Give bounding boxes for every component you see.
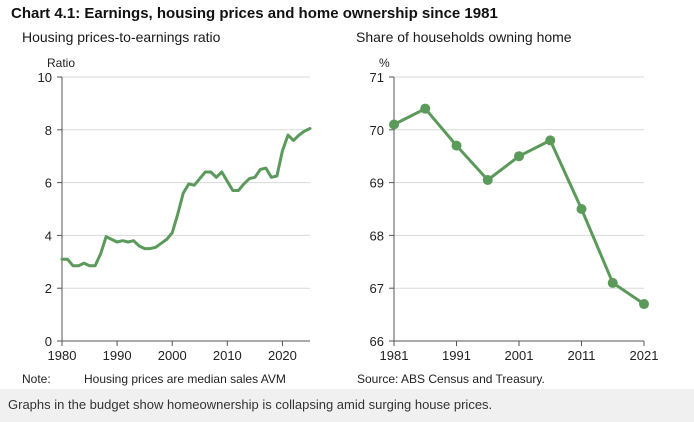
right-x-tick-label: 1991 bbox=[442, 348, 471, 363]
left-x-tick-label: 2010 bbox=[213, 348, 242, 363]
right-data-point bbox=[607, 277, 618, 288]
left-x-tick-label: 2020 bbox=[268, 348, 297, 363]
left-y-tick-label: 6 bbox=[45, 176, 52, 191]
right-y-tick-label: 66 bbox=[370, 334, 384, 349]
left-x-tick-label: 1980 bbox=[48, 348, 77, 363]
left-panel-title: Housing prices-to-earnings ratio bbox=[22, 29, 221, 45]
right-y-tick-label: 70 bbox=[370, 123, 384, 138]
right-y-tick-label: 67 bbox=[370, 281, 384, 296]
caption-text: Graphs in the budget show homeownership … bbox=[8, 397, 493, 412]
left-y-tick-label: 0 bbox=[45, 334, 52, 349]
right-series-line bbox=[392, 107, 646, 306]
right-data-point bbox=[389, 119, 399, 130]
right-plot: 66 67 68 69 70 71% 1981 1991 2001 2011 2021 bbox=[370, 56, 659, 363]
right-y-tick-label: 68 bbox=[370, 228, 384, 243]
right-panel-title: Share of households owning home bbox=[356, 29, 572, 45]
right-data-point bbox=[545, 135, 556, 146]
right-x-tick-label: 1981 bbox=[380, 348, 409, 363]
left-x-tick-label: 1990 bbox=[103, 348, 132, 363]
right-y-tick-label: 69 bbox=[370, 176, 384, 191]
left-y-tick-label: 4 bbox=[45, 228, 52, 243]
right-data-point bbox=[576, 204, 587, 214]
note-label: Note: bbox=[22, 372, 51, 386]
right-data-point bbox=[514, 151, 524, 162]
right-data-point bbox=[420, 103, 431, 114]
left-series-line bbox=[60, 127, 312, 268]
right-y-axis-label: % bbox=[379, 56, 390, 70]
left-y-tick-label: 2 bbox=[45, 281, 52, 296]
left-y-tick-label: 10 bbox=[38, 70, 52, 85]
source-text: Source: ABS Census and Treasury. bbox=[357, 372, 545, 386]
caption-bar: Graphs in the budget show homeownership … bbox=[0, 389, 694, 422]
right-data-point bbox=[451, 140, 462, 151]
right-data-point bbox=[639, 299, 649, 310]
right-x-tick-label: 2011 bbox=[568, 348, 596, 363]
note-text: Housing prices are median sales AVM bbox=[84, 372, 286, 386]
left-y-axis-label: Ratio bbox=[47, 56, 75, 70]
right-x-tick-label: 2021 bbox=[630, 348, 659, 363]
left-x-tick-label: 2000 bbox=[158, 348, 187, 363]
right-x-tick-label: 2001 bbox=[505, 348, 534, 363]
right-data-point bbox=[482, 174, 493, 185]
right-y-tick-label: 71 bbox=[370, 70, 384, 85]
left-y-tick-label: 8 bbox=[45, 123, 52, 138]
chart-title: Chart 4.1: Earnings, housing prices and … bbox=[11, 5, 498, 22]
